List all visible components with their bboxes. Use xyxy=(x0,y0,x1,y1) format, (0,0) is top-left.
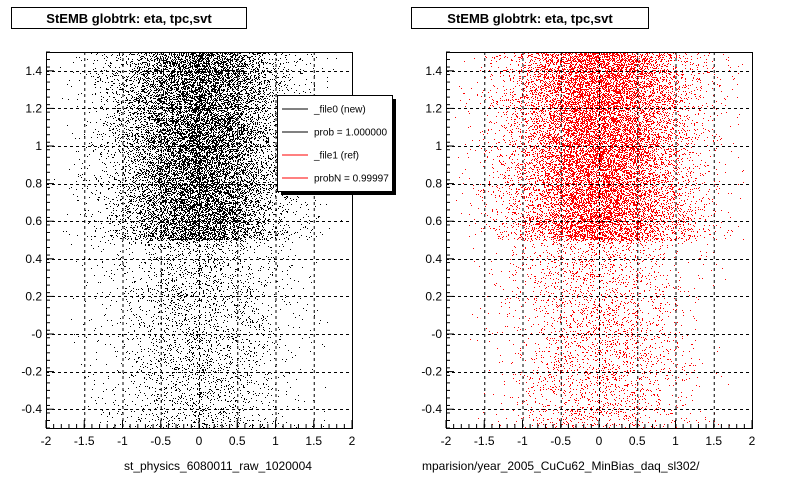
x-tick-label: -1 xyxy=(517,434,528,448)
legend-entry-label: prob = 1.000000 xyxy=(314,128,388,139)
y-tick-label: 1.2 xyxy=(425,101,442,115)
legend-entry-label: _file0 (new) xyxy=(313,105,366,116)
y-tick-label: 0.8 xyxy=(425,177,442,191)
x-tick-label: -1 xyxy=(117,434,128,448)
left-plot-title: StEMB globtrk: eta, tpc,svt xyxy=(11,7,247,29)
x-tick-label: 0 xyxy=(196,434,203,448)
x-tick-label: -0.5 xyxy=(550,434,571,448)
x-tick-label: -2 xyxy=(41,434,52,448)
legend-entry-label: _file1 (ref) xyxy=(313,151,359,162)
y-tick-label: 1 xyxy=(35,139,42,153)
y-tick-label: -0 xyxy=(431,327,442,341)
x-tick-label: 1 xyxy=(672,434,679,448)
y-tick-label: -0.2 xyxy=(21,365,42,379)
x-tick-label: 1.5 xyxy=(305,434,322,448)
x-tick-label: -0.5 xyxy=(150,434,171,448)
y-tick-label: 0.4 xyxy=(425,252,442,266)
y-tick-label: 0.4 xyxy=(25,252,42,266)
y-tick-label: 0.6 xyxy=(425,214,442,228)
x-tick-label: 0.5 xyxy=(229,434,246,448)
y-tick-label: 1.2 xyxy=(25,101,42,115)
scatter-panel-right: -2 -1.5 -1 -0.5 0 0.5 1 1.5 2 -0.4 -0.2 -0 0.2 0.4 0.6… xyxy=(421,51,756,448)
y-axis: -0.4 -0.2 -0 0.2 0.4 0.6 0.8 1 1.2 1.4 xyxy=(21,51,54,429)
x-tick-label: 0 xyxy=(596,434,603,448)
y-tick-label: -0.4 xyxy=(421,402,442,416)
left-plot-file-label: st_physics_6080011_raw_1020004 xyxy=(124,459,312,473)
y-tick-label: -0.2 xyxy=(421,365,442,379)
y-axis: -0.4 -0.2 -0 0.2 0.4 0.6 0.8 1 1.2 1.4 xyxy=(421,51,454,429)
y-tick-label: -0 xyxy=(31,327,42,341)
x-tick-label: -1.5 xyxy=(474,434,495,448)
x-tick-label: 1.5 xyxy=(705,434,722,448)
right-plot-file-label: mparision/year_2005_CuCu62_MinBias_daq_s… xyxy=(422,459,700,473)
x-tick-label: 2 xyxy=(349,434,356,448)
x-tick-label: 2 xyxy=(749,434,756,448)
y-tick-label: 0.2 xyxy=(425,289,442,303)
y-tick-label: 1.4 xyxy=(25,64,42,78)
y-tick-label: 1 xyxy=(435,139,442,153)
y-tick-label: 0.8 xyxy=(25,177,42,191)
x-axis: -2 -1.5 -1 -0.5 0 0.5 1 1.5 2 xyxy=(41,420,356,448)
x-tick-label: 1 xyxy=(272,434,279,448)
y-tick-label: 0.2 xyxy=(25,289,42,303)
x-axis: -2 -1.5 -1 -0.5 0 0.5 1 1.5 2 xyxy=(441,420,756,448)
y-tick-label: 0.6 xyxy=(25,214,42,228)
x-tick-label: 0.5 xyxy=(629,434,646,448)
right-plot-title: StEMB globtrk: eta, tpc,svt xyxy=(411,7,649,29)
scatter-panel-left: -2 -1.5 -1 -0.5 0 0.5 1 1.5 2 -0.4 -0.2 -0 0.2 0.4 0.6… xyxy=(21,51,356,448)
legend: _file0 (new) prob = 1.000000 _file1 (ref) p… xyxy=(277,95,396,195)
x-tick-label: -2 xyxy=(441,434,452,448)
y-tick-label: 1.4 xyxy=(425,64,442,78)
grid xyxy=(46,52,352,428)
y-tick-label: -0.4 xyxy=(21,402,42,416)
legend-entry-label: probN = 0.99997 xyxy=(314,174,389,185)
legend-box xyxy=(277,95,393,192)
grid xyxy=(446,52,752,428)
x-tick-label: -1.5 xyxy=(74,434,95,448)
